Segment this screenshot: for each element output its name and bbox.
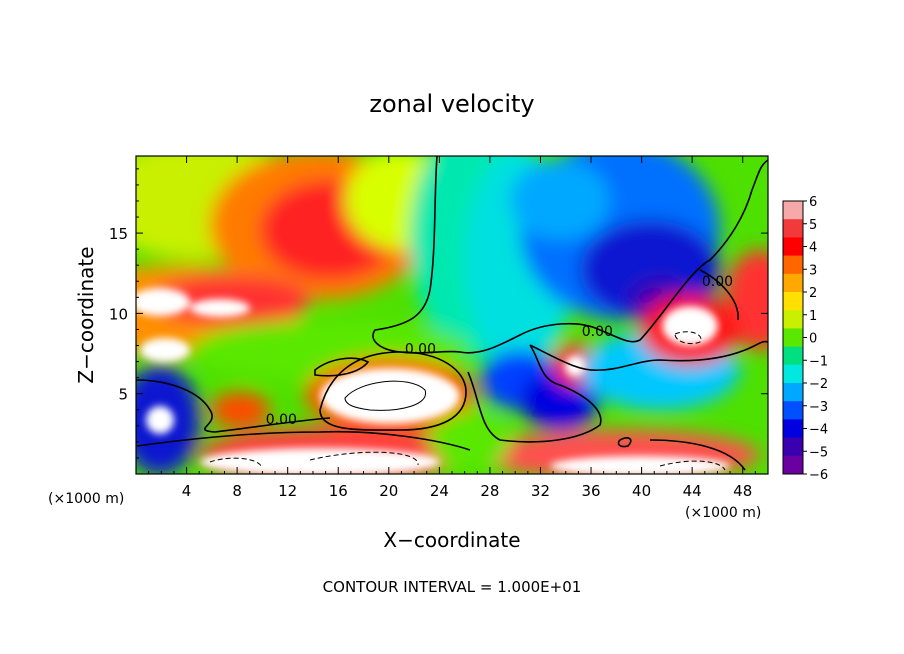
colorbar-swatch [783, 273, 803, 293]
colorbar-label: 1 [809, 309, 817, 324]
colorbar-swatch [783, 201, 803, 220]
colorbar-swatch [783, 219, 803, 238]
x-tick-label: 28 [480, 482, 499, 500]
x-tick-label: 12 [278, 482, 297, 500]
colorbar-label: 0 [809, 332, 817, 347]
x-tick-label: 36 [581, 482, 600, 500]
contour-interval-note: CONTOUR INTERVAL = 1.000E+01 [323, 578, 582, 596]
colorbar: 6 5 4 3 2 1 0 −1 −2 −3 −4 −5 −6 [782, 195, 828, 483]
contour-labels: 0.00 0.00 0.00 0.00 [266, 274, 733, 428]
x-tick-label: 32 [531, 482, 550, 500]
contour-label: 0.00 [266, 412, 297, 428]
colorbar-label: −2 [809, 377, 828, 392]
colorbar-label: −4 [809, 423, 828, 438]
y-tick-label: 15 [109, 225, 128, 243]
x-unit-label-right: (×1000 m) [685, 505, 761, 521]
colorbar-swatch [783, 346, 803, 366]
x-tick-label: 20 [379, 482, 398, 500]
x-tick-label: 16 [329, 482, 348, 500]
colorbar-swatch [783, 401, 803, 420]
heatmap-field [136, 156, 768, 474]
colorbar-label: −5 [809, 445, 828, 460]
colorbar-swatch [783, 310, 803, 329]
colorbar-label: −3 [809, 400, 828, 415]
x-tick-label: 40 [632, 482, 651, 500]
x-tick-label: 4 [182, 482, 192, 500]
colorbar-swatch [783, 255, 803, 275]
colorbar-label: −1 [809, 354, 828, 369]
colorbar-label: 3 [809, 263, 817, 278]
colorbar-swatch [783, 328, 803, 348]
colorbar-swatch [783, 237, 803, 257]
colorbar-swatch [783, 383, 803, 402]
colorbar-label: −6 [809, 468, 828, 483]
y-axis: 5 10 15 [109, 168, 768, 459]
colorbar-swatch [783, 364, 803, 384]
colorbar-swatch [783, 292, 803, 311]
x-tick-label: 24 [430, 482, 449, 500]
colorbar-label: 6 [809, 195, 817, 210]
colorbar-label: 4 [809, 241, 817, 256]
x-unit-label-left: (×1000 m) [48, 491, 124, 507]
y-axis-label: Z−coordinate [74, 246, 98, 383]
colorbar-swatch [783, 455, 803, 475]
y-tick-label: 5 [118, 386, 128, 404]
y-tick-label: 10 [109, 305, 128, 323]
chart-title: zonal velocity [369, 90, 534, 118]
x-tick-label: 48 [733, 482, 752, 500]
colorbar-label: 5 [809, 218, 817, 233]
contour-label: 0.00 [582, 324, 613, 340]
x-axis-label: X−coordinate [383, 528, 520, 552]
contour-label: 0.00 [702, 274, 733, 290]
x-axis: 4 8 12 16 20 24 28 32 36 40 44 48 [148, 156, 756, 500]
x-tick-label: 8 [232, 482, 242, 500]
x-tick-label: 44 [683, 482, 702, 500]
colorbar-swatch [783, 419, 803, 439]
colorbar-swatch [783, 437, 803, 457]
contour-label: 0.00 [405, 342, 436, 358]
colorbar-label: 2 [809, 286, 817, 301]
